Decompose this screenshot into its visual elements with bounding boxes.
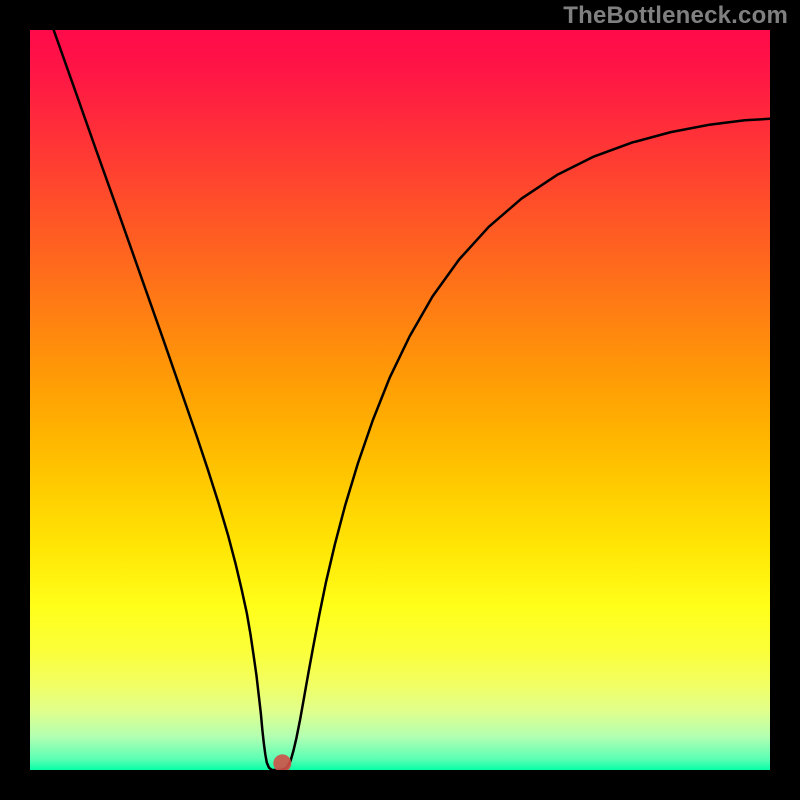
plot-area (30, 30, 770, 770)
plot-svg (30, 30, 770, 770)
watermark-text: TheBottleneck.com (563, 2, 788, 30)
gradient-background (30, 30, 770, 770)
